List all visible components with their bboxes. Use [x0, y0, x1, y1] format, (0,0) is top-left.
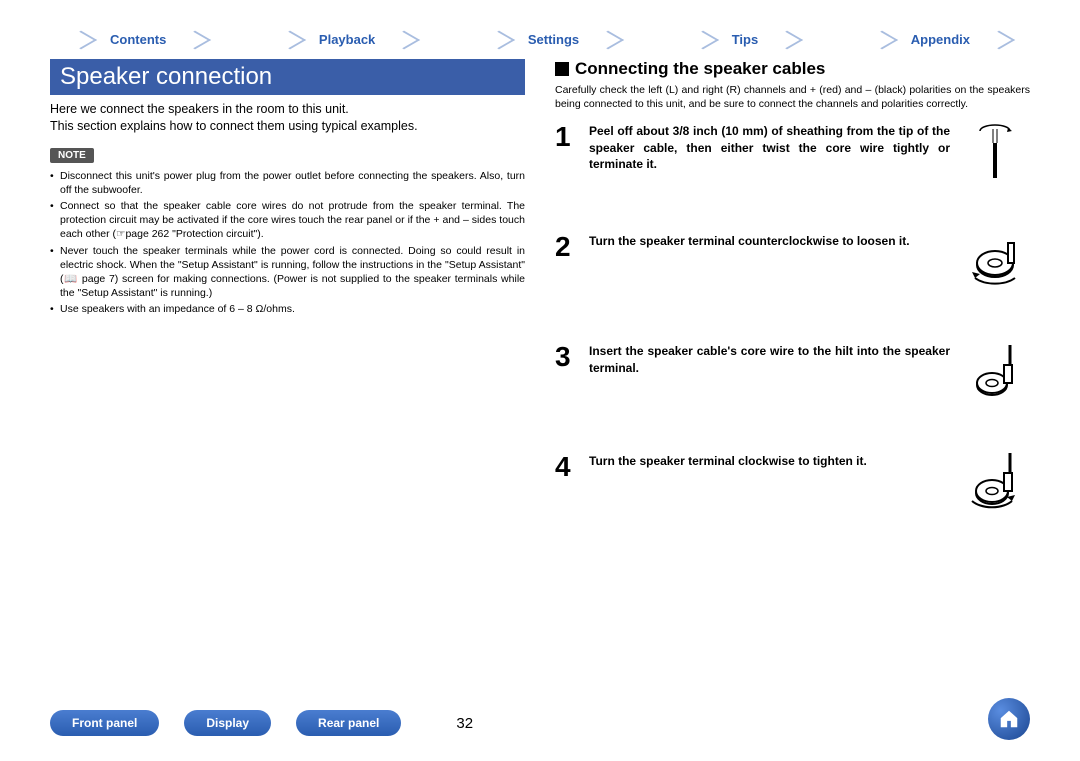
note-item: Use speakers with an impedance of 6 – 8 … [50, 302, 525, 316]
pill-rear-panel[interactable]: Rear panel [296, 710, 401, 736]
note-list: Disconnect this unit's power plug from t… [50, 169, 525, 317]
page-number: 32 [456, 715, 473, 732]
step-row: 1 Peel off about 3/8 inch (10 mm) of she… [555, 123, 1030, 183]
pill-front-panel[interactable]: Front panel [50, 710, 159, 736]
cable-insert-icon [960, 343, 1030, 403]
step-row: 2 Turn the speaker terminal counterclock… [555, 233, 1030, 293]
section-heading: Speaker connection [50, 59, 525, 95]
tab-tips[interactable]: Tips [702, 30, 789, 49]
step-text: Insert the speaker cable's core wire to … [589, 343, 950, 375]
step-number: 3 [555, 343, 579, 371]
step-text: Turn the speaker terminal clockwise to t… [589, 453, 950, 469]
left-column: Speaker connection Here we connect the s… [50, 59, 525, 513]
intro-text: Here we connect the speakers in the room… [50, 101, 525, 135]
tab-contents[interactable]: Contents [80, 30, 196, 49]
step-number: 4 [555, 453, 579, 481]
step-number: 2 [555, 233, 579, 261]
sub-intro: Carefully check the left (L) and right (… [555, 83, 1030, 111]
home-icon [998, 708, 1020, 730]
note-item: Connect so that the speaker cable core w… [50, 199, 525, 242]
terminal-tighten-icon [960, 453, 1030, 513]
bottom-nav: Front panel Display Rear panel 32 [50, 710, 1030, 736]
step-text: Peel off about 3/8 inch (10 mm) of sheat… [589, 123, 950, 172]
terminal-loosen-icon [960, 233, 1030, 293]
home-button[interactable] [988, 698, 1030, 740]
step-text: Turn the speaker terminal counterclockwi… [589, 233, 950, 249]
tab-playback[interactable]: Playback [289, 30, 405, 49]
step-row: 3 Insert the speaker cable's core wire t… [555, 343, 1030, 403]
tab-appendix[interactable]: Appendix [881, 30, 1000, 49]
note-item: Disconnect this unit's power plug from t… [50, 169, 525, 197]
top-nav: Contents Playback Settings Tips Appendix [50, 30, 1030, 49]
tab-settings[interactable]: Settings [498, 30, 609, 49]
note-label: NOTE [50, 148, 94, 163]
cable-strip-icon [960, 123, 1030, 183]
pill-display[interactable]: Display [184, 710, 271, 736]
sub-heading-text: Connecting the speaker cables [575, 59, 825, 79]
step-list: 1 Peel off about 3/8 inch (10 mm) of she… [555, 123, 1030, 513]
right-column: Connecting the speaker cables Carefully … [555, 59, 1030, 513]
square-bullet-icon [555, 62, 569, 76]
step-row: 4 Turn the speaker terminal clockwise to… [555, 453, 1030, 513]
sub-heading: Connecting the speaker cables [555, 59, 1030, 79]
step-number: 1 [555, 123, 579, 151]
note-item: Never touch the speaker terminals while … [50, 244, 525, 301]
